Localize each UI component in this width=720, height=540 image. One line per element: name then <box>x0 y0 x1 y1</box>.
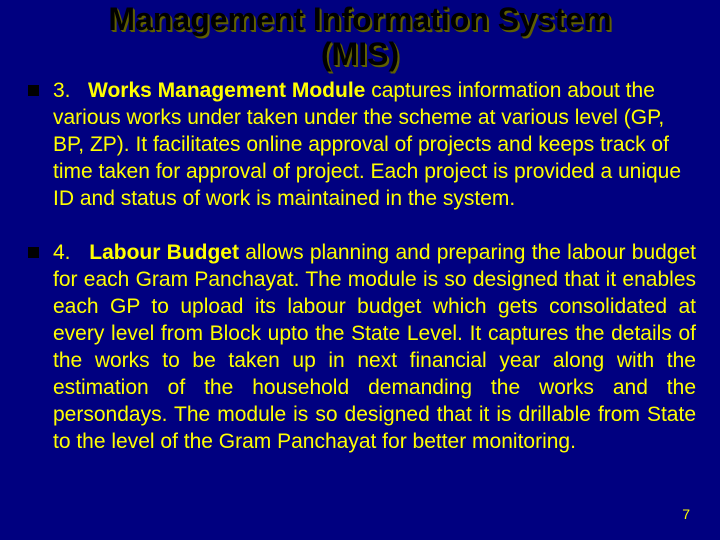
bullet-icon <box>28 247 39 258</box>
item-rest: allows planning and preparing the labour… <box>53 241 696 452</box>
page-number: 7 <box>682 506 690 522</box>
item-bold: Labour Budget <box>89 241 239 264</box>
title-line-2: (MIS) <box>0 37 720 72</box>
title-line-1: Management Information System <box>0 2 720 37</box>
item-text: 3. Works Management Module captures info… <box>53 78 696 212</box>
slide-title: Management Information System (MIS) <box>0 0 720 72</box>
list-item: 4. Labour Budget allows planning and pre… <box>28 240 696 455</box>
content-area: 3. Works Management Module captures info… <box>28 78 696 483</box>
item-number: 3. <box>53 79 71 102</box>
list-item: 3. Works Management Module captures info… <box>28 78 696 212</box>
item-bold: Works Management Module <box>88 79 365 102</box>
item-text: 4. Labour Budget allows planning and pre… <box>53 240 696 455</box>
bullet-icon <box>28 85 39 96</box>
item-number: 4. <box>53 241 71 264</box>
